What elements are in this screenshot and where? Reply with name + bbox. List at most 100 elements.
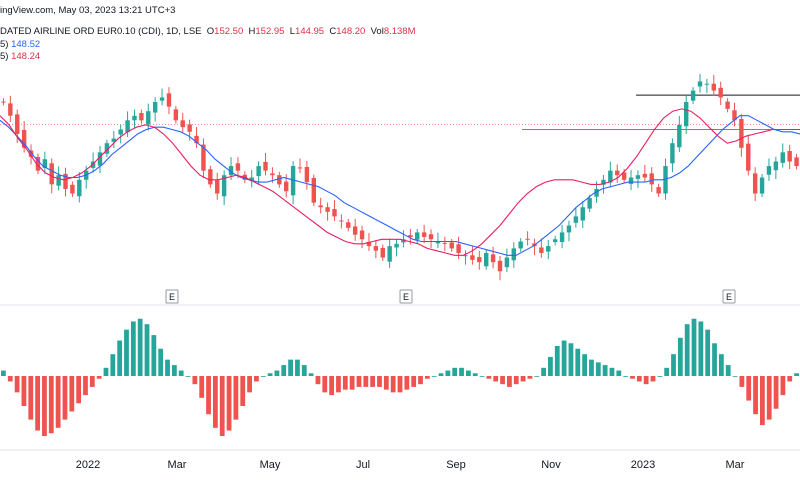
candle-body: [677, 124, 682, 148]
oscillator-bar: [89, 376, 95, 387]
oscillator-bar: [1, 370, 6, 376]
candle-body: [628, 177, 634, 184]
oscillator-bar: [390, 376, 396, 393]
oscillator-bar: [684, 324, 690, 376]
candle-body: [408, 235, 413, 237]
oscillator-bar: [83, 376, 88, 396]
oscillator-bar: [342, 376, 348, 390]
oscillator-bar: [527, 376, 533, 379]
candle-body: [28, 150, 34, 157]
candle-body: [656, 187, 661, 194]
candle-body: [97, 152, 103, 166]
ma-fast-prefix: 5): [0, 51, 9, 62]
candle-body: [394, 243, 399, 248]
candle-body: [642, 173, 648, 178]
ma-slow-prefix: 5): [0, 39, 9, 50]
oscillator-bar: [212, 376, 218, 428]
source-label: ingView.com, May 03, 2023 13:21 UTC+3: [0, 5, 175, 16]
candle-body: [518, 241, 523, 249]
oscillator-bar: [411, 376, 417, 387]
symbol-name: DATED AIRLINE ORD EUR0.10 (CDI), 1D, LSE: [0, 26, 202, 37]
x-tick-label: Jul: [356, 459, 370, 471]
oscillator-bar: [643, 376, 649, 385]
oscillator-bar: [794, 373, 799, 376]
oscillator-bar: [69, 376, 75, 412]
oscillator-bar: [657, 376, 663, 377]
oscillator-bar: [377, 376, 382, 387]
oscillator-bar: [753, 376, 758, 415]
low-label: L: [289, 26, 296, 37]
candle-body: [249, 177, 254, 182]
candle-body: [711, 83, 716, 91]
oscillator-bar: [787, 376, 793, 382]
oscillator-bar: [431, 376, 437, 377]
oscillator-bar: [452, 367, 458, 376]
candle-body: [166, 93, 172, 107]
symbol-legend: DATED AIRLINE ORD EUR0.10 (CDI), 1D, LSE…: [0, 26, 416, 37]
ma-fast-value: 148.24: [11, 51, 41, 62]
oscillator-bar: [575, 348, 581, 376]
candle-body: [35, 156, 41, 171]
oscillator-bar: [602, 365, 608, 376]
oscillator-bar: [14, 376, 20, 393]
candle-body: [435, 241, 441, 244]
oscillator-bar: [766, 376, 772, 420]
ma-slow-line: [0, 115, 800, 256]
candle-body: [70, 184, 75, 194]
oscillator-bar: [698, 321, 704, 376]
candle-body: [725, 101, 730, 109]
oscillator-bar: [780, 376, 786, 396]
oscillator-bar: [383, 376, 389, 390]
oscillator-bar: [609, 367, 615, 376]
candle-body: [490, 254, 496, 263]
oscillator-bar: [199, 376, 205, 398]
oscillator-bar: [42, 376, 47, 436]
oscillator-bar: [541, 367, 546, 376]
candle-body: [152, 102, 158, 113]
oscillator-bar: [206, 376, 211, 415]
oscillator-bar: [260, 376, 266, 377]
oscillator-bar: [493, 376, 499, 382]
candle-body: [580, 207, 585, 221]
oscillator-bar: [370, 376, 376, 387]
candle-body: [173, 109, 179, 121]
candle-body: [56, 175, 61, 186]
candle-body: [277, 175, 282, 185]
oscillator-bar: [233, 376, 239, 420]
candle-body: [304, 166, 310, 183]
candle-body: [284, 181, 289, 192]
oscillator-bar: [117, 340, 123, 376]
oscillator-bar: [151, 335, 157, 376]
candle-body: [601, 179, 606, 185]
oscillator-bar: [705, 329, 711, 376]
candle-body: [90, 161, 96, 168]
oscillator-bar: [110, 354, 116, 376]
candle-body: [401, 239, 406, 243]
oscillator-bar: [568, 343, 574, 376]
ma-slow-value: 148.52: [11, 39, 41, 50]
oscillator-bar: [363, 376, 369, 387]
candle-body: [697, 81, 703, 87]
oscillator-bar: [636, 376, 642, 382]
candle-body: [49, 163, 54, 185]
candle-body: [42, 159, 48, 168]
oscillator-bar: [48, 376, 54, 434]
candle-body: [208, 169, 213, 185]
candle-body: [504, 257, 510, 268]
oscillator-bar: [192, 376, 198, 385]
candle-body: [366, 242, 372, 247]
candle-body: [566, 225, 572, 233]
oscillator-bar: [308, 373, 314, 376]
oscillator-bar: [322, 376, 328, 393]
candle-body: [587, 198, 592, 209]
candle-body: [704, 83, 710, 85]
close-value: 148.20: [336, 26, 366, 37]
candle-body: [1, 101, 6, 103]
candle-body: [159, 97, 165, 101]
oscillator-bar: [158, 348, 164, 376]
candle-body: [359, 230, 365, 240]
oscillator-bar: [219, 376, 225, 436]
candle-body: [180, 120, 185, 128]
oscillator-bar: [725, 365, 731, 376]
